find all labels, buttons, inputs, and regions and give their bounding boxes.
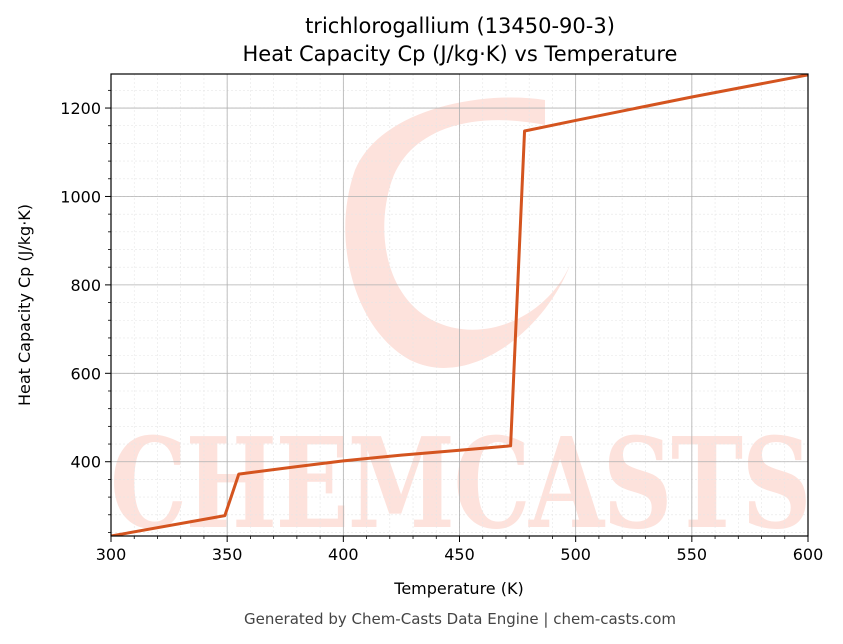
x-tick-label: 500 [560, 545, 591, 564]
x-tick-label: 400 [328, 545, 359, 564]
y-tick-label: 800 [70, 276, 101, 295]
x-tick-label: 600 [793, 545, 824, 564]
x-tick-label: 450 [444, 545, 475, 564]
y-tick-label: 400 [70, 453, 101, 472]
x-tick-label: 350 [212, 545, 243, 564]
x-axis-label: Temperature (K) [393, 579, 523, 598]
series-line-heat-capacity [111, 74, 808, 536]
watermark-swirl [345, 97, 570, 368]
footer-credit: Generated by Chem-Casts Data Engine | ch… [244, 610, 676, 628]
x-axis: 300 350 400 450 500 550 600 [96, 536, 824, 564]
y-axis-label: Heat Capacity Cp (J/kg·K) [15, 204, 34, 406]
watermark-text: CHEMCASTS [110, 411, 810, 557]
y-tick-label: 1000 [60, 187, 101, 206]
y-tick-label: 1200 [60, 99, 101, 118]
x-tick-label: 300 [96, 545, 127, 564]
chart-title: trichlorogallium (13450-90-3) [305, 14, 615, 38]
series-layer [111, 74, 808, 536]
y-axis: 400 600 800 1000 1200 [60, 89, 111, 533]
x-tick-label: 550 [677, 545, 708, 564]
y-tick-label: 600 [70, 364, 101, 383]
chart-subtitle: Heat Capacity Cp (J/kg·K) vs Temperature [243, 42, 678, 66]
